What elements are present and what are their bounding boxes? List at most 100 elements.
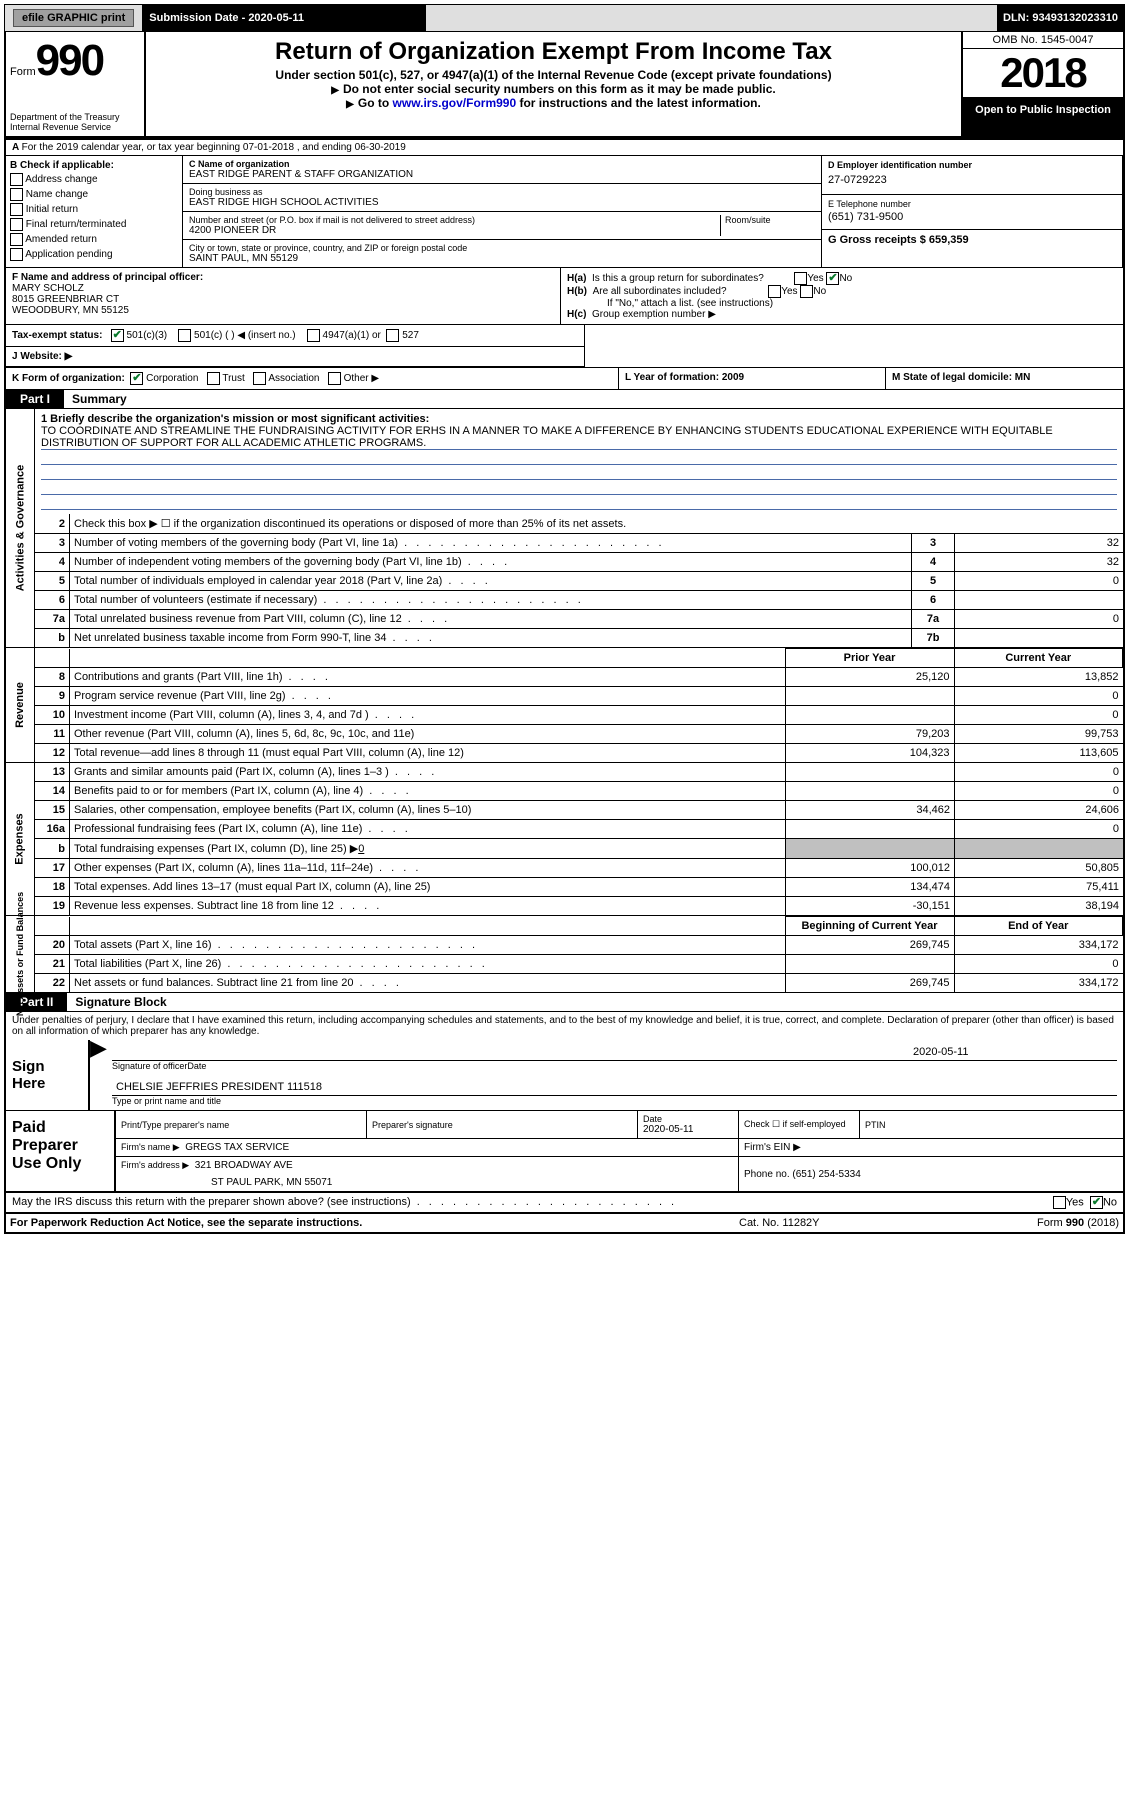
line15: Salaries, other compensation, employee b… xyxy=(70,801,786,820)
line1-label: 1 Briefly describe the organization's mi… xyxy=(41,413,1117,425)
ha-text: Is this a group return for subordinates? xyxy=(592,273,764,284)
line2: Check this box ▶ ☐ if the organization d… xyxy=(70,514,1124,534)
preparer-block: Paid Preparer Use Only Print/Type prepar… xyxy=(6,1111,1123,1193)
ha-no: No xyxy=(839,273,852,284)
c13: 0 xyxy=(955,763,1124,782)
discuss-no: No xyxy=(1103,1196,1117,1208)
sig-date-label: Date xyxy=(187,1061,387,1071)
p-sig-label: Preparer's signature xyxy=(372,1120,632,1130)
col-beg: Beginning of Current Year xyxy=(785,917,954,936)
j-website: J Website: ▶ xyxy=(6,347,584,366)
discuss-text: May the IRS discuss this return with the… xyxy=(12,1196,411,1208)
expense-section: Expenses 13Grants and similar amounts pa… xyxy=(6,763,1123,916)
col-prior: Prior Year xyxy=(785,649,954,668)
e21: 0 xyxy=(954,955,1123,974)
c17: 50,805 xyxy=(955,859,1124,878)
p13 xyxy=(786,763,955,782)
c10: 0 xyxy=(954,706,1123,725)
officer-addr1: 8015 GREENBRIAR CT xyxy=(12,294,554,305)
revenue-section: Revenue Prior YearCurrent Year 8Contribu… xyxy=(6,648,1123,763)
v3: 32 xyxy=(955,534,1124,553)
k-label: K Form of organization: xyxy=(12,373,125,384)
form-org-row: K Form of organization: Corporation Trus… xyxy=(6,368,1123,390)
line10: Investment income (Part VIII, column (A)… xyxy=(70,706,786,725)
chk-initial: Initial return xyxy=(26,204,78,215)
e20: 334,172 xyxy=(954,936,1123,955)
line16b: Total fundraising expenses (Part IX, col… xyxy=(70,839,786,859)
line14: Benefits paid to or for members (Part IX… xyxy=(70,782,786,801)
part2-title: Signature Block xyxy=(67,993,174,1011)
c9: 0 xyxy=(954,687,1123,706)
line7b: Net unrelated business taxable income fr… xyxy=(70,629,912,648)
status-website-row: Tax-exempt status: 501(c)(3) 501(c) ( ) … xyxy=(6,325,1123,368)
chk-pending: Application pending xyxy=(25,249,112,260)
discuss-row: May the IRS discuss this return with the… xyxy=(6,1193,1123,1214)
k-corp: Corporation xyxy=(146,373,198,384)
sig-declaration: Under penalties of perjury, I declare th… xyxy=(6,1012,1123,1040)
topbar-spacer xyxy=(426,5,997,31)
pra-notice: For Paperwork Reduction Act Notice, see … xyxy=(10,1217,739,1229)
ptin-label: PTIN xyxy=(865,1120,1118,1130)
exp-table: 13Grants and similar amounts paid (Part … xyxy=(35,763,1123,915)
form-ref: Form 990 (2018) xyxy=(939,1217,1119,1229)
firm-addr-label: Firm's address ▶ xyxy=(121,1160,189,1170)
check-column-b: B Check if applicable: Address change Na… xyxy=(6,156,183,267)
sign-arrow-icon: ▶ xyxy=(90,1040,106,1110)
line22: Net assets or fund balances. Subtract li… xyxy=(70,974,786,993)
p-check-label: Check ☐ if self-employed xyxy=(744,1119,854,1130)
p18: 134,474 xyxy=(786,878,955,897)
phone-value: (651) 731-9500 xyxy=(828,209,1116,225)
governance-section: Activities & Governance 1 Briefly descri… xyxy=(6,409,1123,648)
v6 xyxy=(955,591,1124,610)
k-assoc: Association xyxy=(268,373,319,384)
p16a xyxy=(786,820,955,839)
p12: 104,323 xyxy=(785,744,954,763)
officer-name-title: CHELSIE JEFFRIES PRESIDENT 111518 xyxy=(116,1081,1113,1093)
c18: 75,411 xyxy=(955,878,1124,897)
rev-side-label: Revenue xyxy=(6,648,35,762)
line3: Number of voting members of the governin… xyxy=(70,534,912,553)
f-label: F Name and address of principal officer: xyxy=(12,272,554,283)
k-trust: Trust xyxy=(222,373,244,384)
p-date-val: 2020-05-11 xyxy=(643,1124,733,1135)
line19: Revenue less expenses. Subtract line 18 … xyxy=(70,897,786,916)
b20: 269,745 xyxy=(785,936,954,955)
line12: Total revenue—add lines 8 through 11 (mu… xyxy=(70,744,786,763)
p-date-label: Date xyxy=(643,1114,733,1124)
note-goto-pre: Go to xyxy=(358,96,393,110)
part1-header: Part I Summary xyxy=(6,390,1123,409)
pt-name-label: Print/Type preparer's name xyxy=(121,1120,361,1130)
d-ein-label: D Employer identification number xyxy=(828,160,1116,170)
p17: 100,012 xyxy=(786,859,955,878)
part1-title: Summary xyxy=(64,390,135,408)
c16a: 0 xyxy=(955,820,1124,839)
period-text: For the 2019 calendar year, or tax year … xyxy=(22,142,406,153)
net-table: Beginning of Current YearEnd of Year 20T… xyxy=(35,916,1123,992)
form-990-number: 990 xyxy=(36,36,103,85)
b22: 269,745 xyxy=(785,974,954,993)
c14: 0 xyxy=(955,782,1124,801)
note-ssn: Do not enter social security numbers on … xyxy=(343,82,776,96)
efile-print-button[interactable]: efile GRAPHIC print xyxy=(13,9,134,27)
preparer-label: Paid Preparer Use Only xyxy=(6,1111,116,1191)
line16a: Professional fundraising fees (Part IX, … xyxy=(70,820,786,839)
form-word: Form xyxy=(10,66,36,78)
irs-label: Internal Revenue Service xyxy=(10,122,140,132)
tax-year: 2018 xyxy=(963,49,1123,98)
principal-officer: F Name and address of principal officer:… xyxy=(6,268,561,324)
line4: Number of independent voting members of … xyxy=(70,553,912,572)
header-title-area: Return of Organization Exempt From Incom… xyxy=(146,32,961,136)
room-suite-label: Room/suite xyxy=(720,215,815,236)
officer-addr2: WEOODBURY, MN 55125 xyxy=(12,305,554,316)
e-phone-label: E Telephone number xyxy=(828,199,1116,209)
sig-date-val: 2020-05-11 xyxy=(913,1046,1113,1058)
v7b xyxy=(955,629,1124,648)
i-527: 527 xyxy=(402,330,419,341)
city-value: SAINT PAUL, MN 55129 xyxy=(189,253,815,264)
i-label: Tax-exempt status: xyxy=(12,330,102,341)
firm-name-label: Firm's name ▶ xyxy=(121,1142,180,1152)
p10 xyxy=(785,706,954,725)
irs-link[interactable]: www.irs.gov/Form990 xyxy=(393,96,517,110)
topbar: efile GRAPHIC print Submission Date - 20… xyxy=(4,4,1125,32)
p8: 25,120 xyxy=(785,668,954,687)
